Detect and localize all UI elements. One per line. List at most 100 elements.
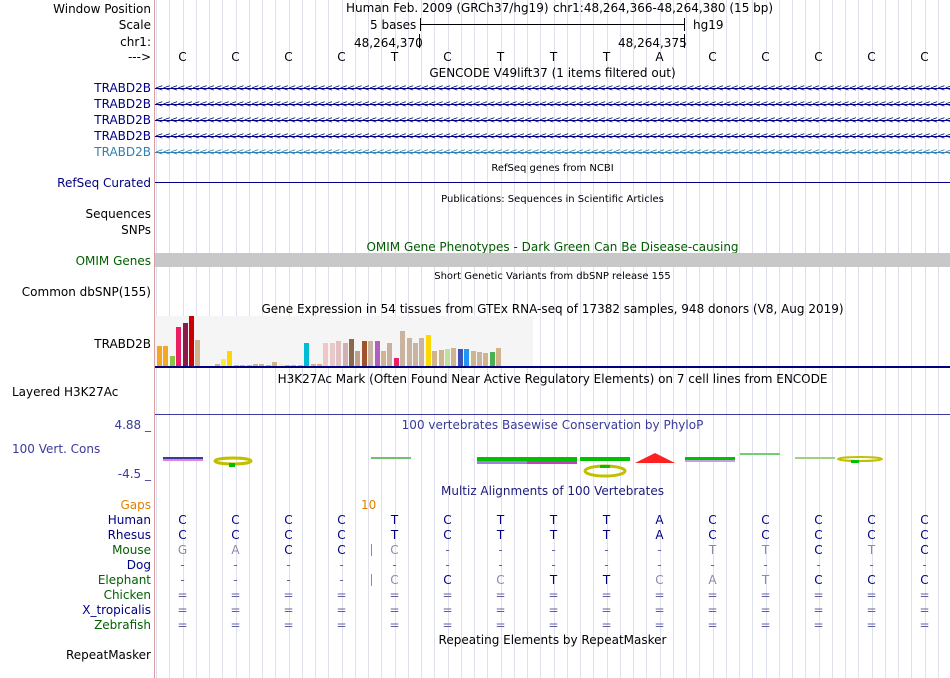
- gencode-item-label[interactable]: TRABD2B: [94, 113, 151, 127]
- phylop-logo[interactable]: [155, 440, 950, 480]
- gtex-bar[interactable]: [221, 359, 226, 366]
- species-label[interactable]: Zebrafish: [94, 618, 151, 632]
- h3k27ac-label[interactable]: Layered H3K27Ac: [12, 385, 119, 399]
- gtex-bar[interactable]: [489, 352, 495, 366]
- dbsnp-title: Short Genetic Variants from dbSNP releas…: [434, 271, 671, 282]
- track-image[interactable]: Human Feb. 2009 (GRCh37/hg19) chr1:48,26…: [155, 0, 950, 678]
- species-label[interactable]: Human: [107, 513, 151, 527]
- omim-bar[interactable]: [155, 253, 950, 267]
- alignment-base: C: [443, 528, 452, 542]
- gtex-bar[interactable]: [182, 323, 188, 366]
- gtex-bar[interactable]: [374, 341, 380, 366]
- gap-mark: [370, 574, 372, 586]
- gtex-bar[interactable]: [304, 343, 310, 366]
- gtex-bar[interactable]: [413, 343, 418, 366]
- alignment-base: =: [495, 603, 506, 617]
- phylop-mark: [163, 457, 203, 460]
- dbsnp-label[interactable]: Common dbSNP(155): [21, 285, 151, 299]
- gridline: [845, 0, 846, 678]
- gtex-bar[interactable]: [470, 351, 476, 366]
- gtex-bar[interactable]: [176, 327, 182, 366]
- gtex-bar[interactable]: [361, 341, 367, 366]
- gencode-item-label[interactable]: TRABD2B: [94, 129, 151, 143]
- species-label[interactable]: Dog: [126, 558, 151, 572]
- gtex-bar[interactable]: [285, 365, 290, 366]
- gencode-gene-line[interactable]: <<<<<<<<<<<<<<<<<<<<<<<<<<<<<<<<<<<<<<<<…: [155, 83, 950, 94]
- gtex-bar[interactable]: [496, 348, 502, 366]
- gtex-bar[interactable]: [368, 341, 374, 366]
- alignment-base: C: [337, 543, 346, 557]
- alignment-base: -: [339, 558, 344, 572]
- gtex-label[interactable]: TRABD2B: [94, 337, 151, 351]
- gtex-bar[interactable]: [381, 351, 386, 366]
- gtex-bar[interactable]: [425, 335, 431, 366]
- gtex-bar[interactable]: [355, 351, 361, 366]
- gencode-gene-line[interactable]: <<<<<<<<<<<<<<<<<<<<<<<<<<<<<<<<<<<<<<<<…: [155, 131, 950, 142]
- gtex-bar[interactable]: [227, 351, 233, 366]
- gtex-bar[interactable]: [477, 352, 482, 366]
- gtex-bar[interactable]: [157, 346, 162, 366]
- gtex-bar[interactable]: [329, 343, 335, 366]
- gtex-bar[interactable]: [432, 351, 438, 366]
- gtex-bar[interactable]: [214, 364, 220, 366]
- gtex-bar[interactable]: [265, 365, 271, 366]
- gtex-bar[interactable]: [163, 346, 169, 366]
- gtex-bar[interactable]: [278, 364, 284, 366]
- gtex-bar[interactable]: [291, 365, 297, 366]
- gtex-bar[interactable]: [169, 356, 175, 366]
- alignment-base: T: [761, 543, 770, 557]
- sequences-label[interactable]: Sequences: [85, 207, 151, 221]
- gtex-bar[interactable]: [387, 343, 393, 366]
- gtex-bar[interactable]: [297, 365, 303, 366]
- gridline: [540, 0, 542, 678]
- gtex-bar[interactable]: [189, 316, 194, 366]
- gencode-gene-line[interactable]: <<<<<<<<<<<<<<<<<<<<<<<<<<<<<<<<<<<<<<<<…: [155, 147, 950, 158]
- gtex-bar[interactable]: [246, 365, 252, 366]
- gtex-bar[interactable]: [336, 341, 342, 366]
- refseq-line[interactable]: [155, 182, 950, 183]
- gtex-bar[interactable]: [406, 338, 412, 366]
- species-label[interactable]: Chicken: [103, 588, 151, 602]
- phylop-min-label: -4.5 _: [117, 467, 151, 481]
- gtex-bar[interactable]: [259, 364, 265, 366]
- species-label[interactable]: Mouse: [112, 543, 151, 557]
- phylop-label[interactable]: 100 Vert. Cons: [12, 442, 101, 456]
- alignment-base: T: [549, 528, 558, 542]
- gtex-bar[interactable]: [310, 364, 316, 366]
- species-label[interactable]: X_tropicalis: [82, 603, 151, 617]
- gtex-bar[interactable]: [195, 340, 201, 366]
- gtex-bar[interactable]: [253, 364, 258, 366]
- species-label[interactable]: Rhesus: [107, 528, 151, 542]
- gtex-bar[interactable]: [400, 331, 406, 366]
- chrom-label: chr1:: [120, 35, 151, 49]
- gencode-gene-line[interactable]: <<<<<<<<<<<<<<<<<<<<<<<<<<<<<<<<<<<<<<<<…: [155, 99, 950, 110]
- gtex-bar[interactable]: [272, 362, 278, 366]
- gencode-item-label[interactable]: TRABD2B: [94, 81, 151, 95]
- gencode-title: GENCODE V49lift37 (1 items filtered out): [429, 66, 676, 80]
- refseq-label[interactable]: RefSeq Curated: [57, 176, 151, 190]
- gencode-item-label[interactable]: TRABD2B: [94, 97, 151, 111]
- gtex-bar[interactable]: [445, 349, 450, 366]
- gtex-bar[interactable]: [419, 338, 425, 366]
- omim-label[interactable]: OMIM Genes: [75, 254, 151, 268]
- gtex-bar[interactable]: [438, 350, 444, 366]
- gridline: [871, 0, 873, 678]
- gtex-bar[interactable]: [233, 365, 239, 366]
- alignment-base: =: [389, 603, 400, 617]
- alignment-base: C: [231, 513, 240, 527]
- gencode-gene-line[interactable]: <<<<<<<<<<<<<<<<<<<<<<<<<<<<<<<<<<<<<<<<…: [155, 115, 950, 126]
- gencode-item-label[interactable]: TRABD2B: [94, 145, 151, 159]
- gtex-bar[interactable]: [342, 343, 348, 366]
- gtex-bar[interactable]: [483, 353, 489, 366]
- gtex-bar[interactable]: [393, 358, 399, 366]
- gtex-bar[interactable]: [349, 339, 354, 366]
- gtex-bar[interactable]: [464, 349, 470, 366]
- gtex-bar[interactable]: [457, 349, 463, 366]
- gtex-bar[interactable]: [317, 364, 322, 366]
- rmsk-label[interactable]: RepeatMasker: [65, 648, 151, 662]
- species-label[interactable]: Elephant: [97, 573, 151, 587]
- gtex-bar[interactable]: [451, 348, 457, 366]
- snps-label[interactable]: SNPs: [121, 223, 151, 237]
- gtex-bar[interactable]: [323, 343, 329, 366]
- gtex-bar[interactable]: [240, 365, 246, 366]
